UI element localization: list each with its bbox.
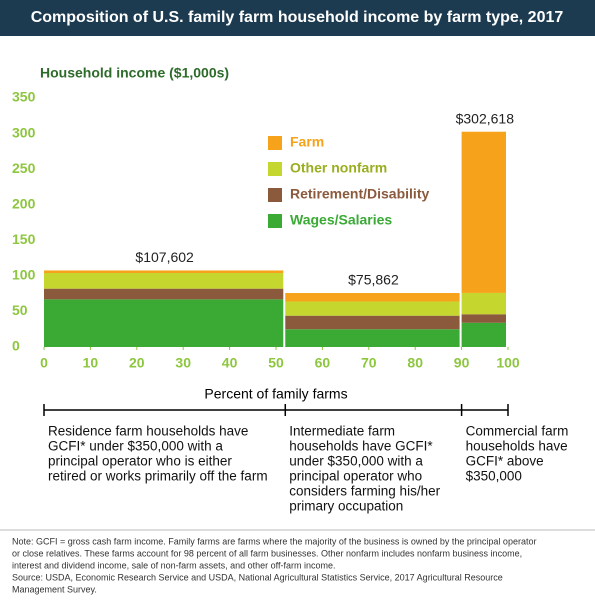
group-description: households have GCFI* xyxy=(289,439,433,454)
x-tick-label: 50 xyxy=(268,355,284,371)
y-tick-label: 150 xyxy=(12,231,36,247)
note: Note: GCFI = gross cash farm income. Fam… xyxy=(12,536,536,546)
group-description: under $350,000 with a xyxy=(289,454,423,469)
x-tick-label: 20 xyxy=(129,355,145,371)
x-tick-label: 90 xyxy=(454,355,470,371)
total-label: $75,862 xyxy=(348,272,399,288)
bar-segment xyxy=(44,270,284,274)
total-label: $107,602 xyxy=(135,249,194,265)
legend-label: Retirement/Disability xyxy=(290,186,429,202)
group-description: primary occupation xyxy=(289,499,403,514)
group-description: principal operator who xyxy=(289,469,422,484)
total-label: $302,618 xyxy=(456,110,515,126)
chart-title: Composition of U.S. family farm househol… xyxy=(31,9,564,26)
group-description: $350,000 xyxy=(466,469,522,484)
group-description: GCFI* above xyxy=(466,454,544,469)
group-description: considers farming his/her xyxy=(289,484,440,499)
x-tick-label: 80 xyxy=(407,355,423,371)
y-tick-label: 50 xyxy=(12,302,28,318)
group-description: Residence farm households have xyxy=(48,424,248,439)
note: or close relatives. These farms account … xyxy=(12,548,522,558)
group-description: retired or works primarily off the farm xyxy=(48,469,268,484)
x-tick-label: 0 xyxy=(40,355,48,371)
group-description: households have xyxy=(466,439,568,454)
y-tick-label: 200 xyxy=(12,195,36,211)
bar-segment xyxy=(461,314,506,323)
bar-segment xyxy=(461,131,506,293)
group-description: GCFI* under $350,000 with a xyxy=(48,439,223,454)
bar-segment xyxy=(285,301,460,316)
y-tick-label: 0 xyxy=(12,338,20,354)
source: Management Survey. xyxy=(12,584,97,594)
title-band xyxy=(0,0,595,36)
note: interest and dividend income, sale of no… xyxy=(12,560,336,570)
x-axis-label: Percent of family farms xyxy=(204,386,347,402)
legend-label: Other nonfarm xyxy=(290,160,387,176)
x-tick-label: 30 xyxy=(175,355,191,371)
group-description: principal operator who is either xyxy=(48,454,232,469)
bar-segment xyxy=(285,329,460,347)
x-tick-label: 70 xyxy=(361,355,377,371)
bar-segment xyxy=(461,292,506,315)
legend-label: Farm xyxy=(290,134,324,150)
y-tick-label: 350 xyxy=(12,89,36,105)
x-tick-label: 100 xyxy=(496,355,520,371)
group-description: Intermediate farm xyxy=(289,424,395,439)
legend-swatch xyxy=(268,162,282,176)
x-tick-label: 10 xyxy=(83,355,99,371)
y-tick-label: 300 xyxy=(12,124,36,140)
bar-segment xyxy=(285,315,460,330)
x-tick-label: 40 xyxy=(222,355,238,371)
source: Source: USDA, Economic Research Service … xyxy=(12,572,503,582)
legend-label: Wages/Salaries xyxy=(290,212,392,228)
bar-segment xyxy=(461,322,506,347)
bar-segment xyxy=(44,299,284,347)
group-description: Commercial farm xyxy=(466,424,569,439)
legend-swatch xyxy=(268,188,282,202)
bar-segment xyxy=(44,273,284,289)
x-tick-label: 60 xyxy=(315,355,331,371)
legend-swatch xyxy=(268,136,282,150)
y-axis-label: Household income ($1,000s) xyxy=(40,65,229,81)
bar-segment xyxy=(44,288,284,300)
legend-swatch xyxy=(268,214,282,228)
y-tick-label: 250 xyxy=(12,160,36,176)
y-tick-label: 100 xyxy=(12,267,36,283)
bar-segment xyxy=(285,293,460,302)
